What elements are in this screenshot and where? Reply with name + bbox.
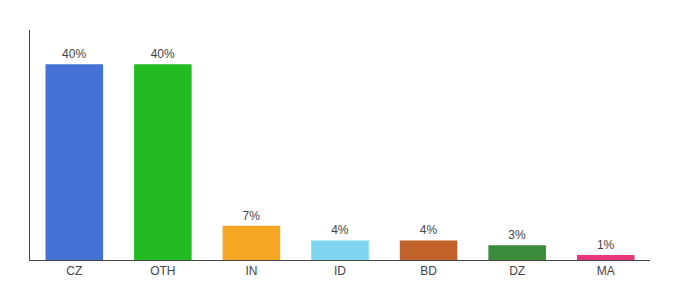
- svg-text:CZ: CZ: [66, 264, 82, 278]
- svg-text:40%: 40%: [151, 47, 175, 61]
- svg-text:4%: 4%: [420, 223, 438, 237]
- svg-text:IN: IN: [245, 264, 257, 278]
- svg-text:ID: ID: [334, 264, 346, 278]
- svg-text:MA: MA: [597, 264, 615, 278]
- svg-text:1%: 1%: [597, 238, 615, 252]
- svg-text:7%: 7%: [243, 209, 261, 223]
- svg-text:3%: 3%: [508, 228, 526, 242]
- svg-text:BD: BD: [420, 264, 437, 278]
- svg-text:DZ: DZ: [509, 264, 525, 278]
- svg-text:OTH: OTH: [150, 264, 175, 278]
- svg-text:40%: 40%: [62, 47, 86, 61]
- svg-text:4%: 4%: [331, 223, 349, 237]
